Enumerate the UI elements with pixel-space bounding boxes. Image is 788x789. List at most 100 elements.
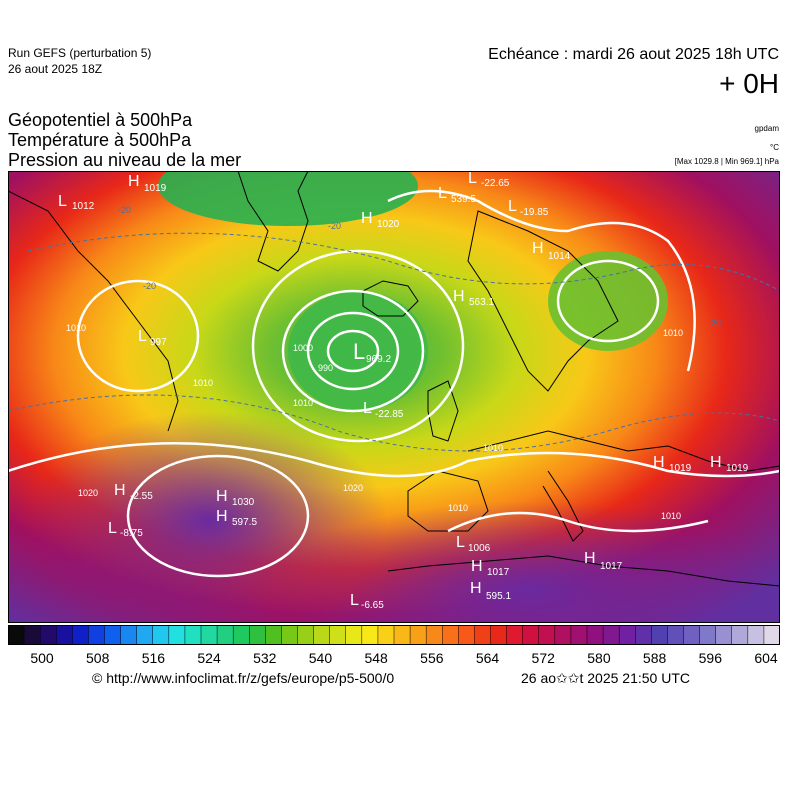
centre-11: H xyxy=(653,454,665,471)
colorbar-tick-label: 604 xyxy=(754,650,778,666)
temperature-label: -20 xyxy=(708,318,721,328)
north-america-coast xyxy=(8,190,179,432)
colorbar-tick-label: 580 xyxy=(587,650,611,666)
uk-coast xyxy=(427,380,459,442)
colorbar-cell xyxy=(474,625,492,645)
north-africa-coast xyxy=(387,555,780,587)
centre-value: 1014 xyxy=(548,251,571,262)
colorbar-tick-label: 596 xyxy=(698,650,722,666)
isobar-label: 1010 xyxy=(483,443,503,453)
colorbar-cell xyxy=(23,625,41,645)
isobars xyxy=(8,189,780,578)
centre-value: 1017 xyxy=(487,567,510,578)
centre-10: L xyxy=(363,400,372,417)
colorbar-cell xyxy=(442,625,460,645)
colorbar-cell xyxy=(232,625,250,645)
centre-value: 597.5 xyxy=(232,517,257,528)
colorbar-cell xyxy=(136,625,154,645)
colorbar-tick-label: 508 xyxy=(86,650,110,666)
low-centre-region xyxy=(288,291,428,411)
centre-value: 595.1 xyxy=(486,591,511,602)
centre-14: H xyxy=(216,488,228,505)
colorbar-cell xyxy=(409,625,427,645)
colorbar-tick-label: 556 xyxy=(420,650,444,666)
run-title: Run GEFS (perturbation 5) xyxy=(8,46,152,60)
colorbar-cell xyxy=(683,625,701,645)
centre-value: 1020 xyxy=(377,219,400,230)
isobar-label: 1010 xyxy=(663,328,683,338)
colorbar-tick-label: 524 xyxy=(197,650,221,666)
colorbar-cell xyxy=(184,625,202,645)
map-border xyxy=(8,171,780,623)
colorbar-tick-label: 548 xyxy=(364,650,388,666)
colorbar-tick-label: 516 xyxy=(141,650,166,666)
colorbar-cell xyxy=(104,625,122,645)
centre-value: 1030 xyxy=(232,497,255,508)
colorbar-cell xyxy=(570,625,588,645)
greenland-coast xyxy=(237,171,309,272)
centre-value: 563.1 xyxy=(469,297,494,308)
temperature-contours xyxy=(8,232,780,452)
centre-value: -22.65 xyxy=(481,178,510,189)
centre-15: H xyxy=(216,508,228,525)
scandinavia-coast xyxy=(467,210,619,392)
centre-20: H xyxy=(470,580,482,597)
colorbar-cell xyxy=(345,625,363,645)
colorbar-cell xyxy=(265,625,283,645)
colorbar-tick-label: 572 xyxy=(531,650,555,666)
colorbar-cell xyxy=(152,625,170,645)
title-temperature: Température à 500hPa xyxy=(8,130,192,150)
coastlines xyxy=(8,171,780,587)
colorbar-cell xyxy=(425,625,444,645)
centre-value: 539.5 xyxy=(451,194,476,205)
colorbar-cell xyxy=(506,625,524,645)
colorbar-cell xyxy=(88,625,106,645)
source-url[interactable]: © http://www.infoclimat.fr/z/gefs/europe… xyxy=(92,670,395,686)
colorbar-cell xyxy=(667,625,685,645)
isobar-label: 1010 xyxy=(193,378,213,388)
europe-coast xyxy=(467,430,780,472)
centre-value: 1017 xyxy=(600,561,623,572)
centre-value: 1019 xyxy=(726,463,749,474)
pressure-centres: H 1019 L 1012 H 1020 L 539.5 L -22.65 H … xyxy=(58,171,749,611)
cold-region-arctic xyxy=(158,171,418,226)
centre-16: L xyxy=(108,520,117,537)
italy-coast xyxy=(542,470,584,542)
centre-value: 1019 xyxy=(144,183,167,194)
centre-18: H xyxy=(471,558,483,575)
colorbar-cell xyxy=(216,625,234,645)
centre-21: L xyxy=(350,592,359,609)
colorbar-cell xyxy=(763,625,780,645)
centre-5: H xyxy=(532,240,544,257)
colorbar-cell xyxy=(313,625,331,645)
centre-1: L xyxy=(58,193,67,210)
isobar-labels: 1010 1010 1000 990 1010 1010 1020 1010 1… xyxy=(66,323,683,521)
colorbar-cell xyxy=(554,625,572,645)
centre-19: H xyxy=(584,550,596,567)
centre-value: 969.2 xyxy=(366,354,391,365)
colorbar-cell xyxy=(361,625,379,645)
colorbar-tick-label: 588 xyxy=(642,650,667,666)
isobar-label: 1010 xyxy=(293,398,313,408)
colorbar-cell xyxy=(8,625,25,645)
weather-map: H 1019 L 1012 H 1020 L 539.5 L -22.65 H … xyxy=(8,171,780,623)
temperature-label: -20 xyxy=(328,221,341,231)
centre-value: -2.55 xyxy=(130,491,153,502)
title-geopotential: Géopotentiel à 500hPa xyxy=(8,110,193,130)
isobar-label: 1010 xyxy=(66,323,86,333)
colorbar-cell xyxy=(200,625,218,645)
centre-8: H xyxy=(453,288,465,305)
iberia-coast xyxy=(407,470,489,532)
colorbar-tick-labels: 500 508 516 524 532 540 548 556 564 572 580 588 596 6… xyxy=(8,650,780,668)
title-pressure: Pression au niveau de la mer xyxy=(8,150,242,170)
colorbar-cell xyxy=(168,625,186,645)
colorbar-tick-label: 540 xyxy=(308,650,333,666)
centre-value: -6.65 xyxy=(361,600,384,611)
colorbar-cell xyxy=(329,625,347,645)
temperature-label: -20 xyxy=(143,281,156,291)
centre-value: -8.75 xyxy=(120,528,143,539)
colorbar-cell xyxy=(72,625,90,645)
colorbar-cell xyxy=(586,625,604,645)
centre-3: L xyxy=(438,185,447,202)
colorbar-cell xyxy=(618,625,636,645)
